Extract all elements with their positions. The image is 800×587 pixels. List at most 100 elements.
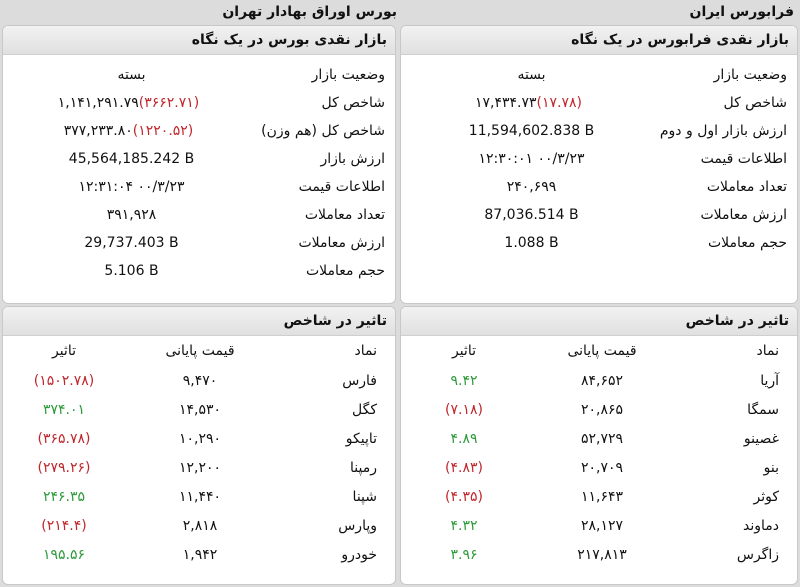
symbol-cell: فارس xyxy=(342,372,377,389)
summary-value-text: ۱,۱۴۱,۲۹۱.۷۹ xyxy=(57,95,139,111)
summary-value: بسته xyxy=(401,67,622,83)
summary-row: شاخص کل ۱۷,۴۳۴.۷۳(۱۷.۷۸) xyxy=(401,89,797,117)
effect-cell: (۴.۳۵) xyxy=(445,488,483,505)
table-row: فارس ۹,۴۷۰ (۱۵۰۲.۷۸) xyxy=(3,366,395,395)
farabourse-market-panel: بازار نقدی فرابورس در یک نگاه وضعیت بازا… xyxy=(400,25,798,304)
farabourse-market-rows: وضعیت بازار بسته شاخص کل ۱۷,۴۳۴.۷۳(۱۷.۷۸) ار… xyxy=(401,55,797,257)
table-row: رمپنا ۱۲,۲۰۰ (۲۷۹.۲۶) xyxy=(3,453,395,482)
price-cell: ۱۰,۲۹۰ xyxy=(178,430,222,447)
effect-cell: ۳.۹۶ xyxy=(450,546,478,563)
summary-row: شاخص کل (هم وزن) ۳۷۷,۲۳۳.۸۰(۱۲۲۰.۵۲) xyxy=(3,117,395,145)
summary-value-text: ۱۷,۴۳۴.۷۳ xyxy=(475,95,537,111)
summary-value: 87,036.514 B xyxy=(401,207,622,223)
price-cell: ۲۱۷,۸۱۳ xyxy=(577,546,627,563)
summary-value-text: ۱۲:۳۱:۰۴ ۰۰/۳/۲۳ xyxy=(78,179,185,195)
symbol-cell: دماوند xyxy=(742,517,779,534)
table-row: غصینو ۵۲,۷۲۹ ۴.۸۹ xyxy=(401,424,797,453)
summary-value: بسته xyxy=(3,67,220,83)
price-cell: ۸۴,۶۵۲ xyxy=(580,372,624,389)
farabourse-impact-rows: آریا ۸۴,۶۵۲ ۹.۴۲ سمگا ۲۰,۸۶۵ (۷.۱۸) غصینو ۵۲,۷۲… xyxy=(401,366,797,569)
summary-value: 5.106 B xyxy=(3,263,220,279)
summary-value-text: 87,036.514 B xyxy=(484,207,579,223)
summary-label: تعداد معاملات xyxy=(706,179,787,195)
summary-row: ارزش معاملات 29,737.403 B xyxy=(3,229,395,257)
effect-cell: (۷.۱۸) xyxy=(445,401,483,418)
summary-label: شاخص کل xyxy=(321,95,385,111)
symbol-cell: تاپیکو xyxy=(345,430,377,447)
bourse-market-header: بازار نقدی بورس در یک نگاه xyxy=(3,26,395,55)
effect-cell: (۳۶۵.۷۸) xyxy=(37,430,91,447)
summary-value-text: ۳۹۱,۹۲۸ xyxy=(106,207,157,223)
table-row: کوثر ۱۱,۶۴۳ (۴.۳۵) xyxy=(401,482,797,511)
price-cell: ۱۴,۵۳۰ xyxy=(178,401,222,418)
summary-row: وضعیت بازار بسته xyxy=(401,61,797,89)
bourse-impact-columns: نماد قیمت پایانی تاثیر xyxy=(3,336,395,366)
price-cell: ۱,۹۴۲ xyxy=(182,546,218,563)
column-price: قیمت پایانی xyxy=(165,343,235,359)
summary-value: ۱,۱۴۱,۲۹۱.۷۹(۳۶۶۲.۷۱) xyxy=(3,95,220,111)
effect-cell: (۱۵۰۲.۷۸) xyxy=(33,372,95,389)
summary-value: 11,594,602.838 B xyxy=(401,123,622,139)
bourse-market-rows: وضعیت بازار بسته شاخص کل ۱,۱۴۱,۲۹۱.۷۹(۳۶۶۲.… xyxy=(3,55,395,285)
summary-value: ۲۴۰,۶۹۹ xyxy=(401,179,622,195)
price-cell: ۱۲,۲۰۰ xyxy=(178,459,222,476)
summary-row: ارزش بازار 45,564,185.242 B xyxy=(3,145,395,173)
summary-row: ارزش معاملات 87,036.514 B xyxy=(401,201,797,229)
bourse-impact-panel: تاثیر در شاخص نماد قیمت پایانی تاثیر فار… xyxy=(2,306,396,585)
summary-value-text: 29,737.403 B xyxy=(84,235,179,251)
symbol-cell: شپنا xyxy=(352,488,377,505)
column-effect: تاثیر xyxy=(451,343,476,359)
farabourse-market-header: بازار نقدی فرابورس در یک نگاه xyxy=(401,26,797,55)
effect-cell: (۲۷۹.۲۶) xyxy=(37,459,91,476)
column-symbol: نماد xyxy=(354,343,378,359)
effect-cell: ۱۹۵.۵۶ xyxy=(42,546,86,563)
effect-cell: ۴.۳۲ xyxy=(450,517,478,534)
summary-value-text: 5.106 B xyxy=(104,263,159,279)
price-cell: ۲۸,۱۲۷ xyxy=(580,517,624,534)
symbol-cell: آریا xyxy=(760,372,779,389)
summary-value: ۳۷۷,۲۳۳.۸۰(۱۲۲۰.۵۲) xyxy=(3,123,220,139)
effect-cell: (۲۱۴.۴) xyxy=(41,517,87,534)
summary-value-text: ۲۴۰,۶۹۹ xyxy=(506,179,557,195)
summary-value-text: 45,564,185.242 B xyxy=(68,151,195,167)
symbol-cell: زاگرس xyxy=(736,546,779,563)
price-cell: ۲,۸۱۸ xyxy=(182,517,218,534)
effect-cell: ۲۴۶.۳۵ xyxy=(42,488,86,505)
effect-cell: ۴.۸۹ xyxy=(450,430,478,447)
column-effect: تاثیر xyxy=(51,343,76,359)
bourse-impact-header: تاثیر در شاخص xyxy=(3,307,395,336)
effect-cell: ۹.۴۲ xyxy=(450,372,478,389)
farabourse-impact-columns: نماد قیمت پایانی تاثیر xyxy=(401,336,797,366)
summary-label: شاخص کل (هم وزن) xyxy=(261,123,385,139)
summary-label: ارزش معاملات xyxy=(298,235,385,251)
bourse-impact-rows: فارس ۹,۴۷۰ (۱۵۰۲.۷۸) کگل ۱۴,۵۳۰ ۳۷۴.۰۱ تاپیکو ۱… xyxy=(3,366,395,569)
table-row: شپنا ۱۱,۴۴۰ ۲۴۶.۳۵ xyxy=(3,482,395,511)
price-cell: ۲۰,۸۶۵ xyxy=(580,401,624,418)
summary-row: حجم معاملات 1.088 B xyxy=(401,229,797,257)
summary-row: حجم معاملات 5.106 B xyxy=(3,257,395,285)
table-row: سمگا ۲۰,۸۶۵ (۷.۱۸) xyxy=(401,395,797,424)
summary-label: حجم معاملات xyxy=(707,235,787,251)
symbol-cell: غصینو xyxy=(743,430,779,447)
summary-value-text: بسته xyxy=(517,67,546,83)
summary-label: اطلاعات قیمت xyxy=(700,151,787,167)
summary-row: اطلاعات قیمت ۱۲:۳۱:۰۴ ۰۰/۳/۲۳ xyxy=(3,173,395,201)
summary-row: شاخص کل ۱,۱۴۱,۲۹۱.۷۹(۳۶۶۲.۷۱) xyxy=(3,89,395,117)
symbol-cell: کگل xyxy=(352,401,377,418)
summary-row: اطلاعات قیمت ۱۲:۳۰:۰۱ ۰۰/۳/۲۳ xyxy=(401,145,797,173)
summary-value-text: ۳۷۷,۲۳۳.۸۰ xyxy=(63,123,133,139)
summary-value: ۱۷,۴۳۴.۷۳(۱۷.۷۸) xyxy=(401,95,622,111)
table-row: خودرو ۱,۹۴۲ ۱۹۵.۵۶ xyxy=(3,540,395,569)
summary-row: ارزش بازار اول و دوم 11,594,602.838 B xyxy=(401,117,797,145)
symbol-cell: خودرو xyxy=(341,546,377,563)
farabourse-impact-panel: تاثیر در شاخص نماد قیمت پایانی تاثیر آری… xyxy=(400,306,798,585)
summary-label: شاخص کل xyxy=(723,95,787,111)
summary-label: وضعیت بازار xyxy=(311,67,385,83)
symbol-cell: وپارس xyxy=(338,517,377,534)
summary-value: ۳۹۱,۹۲۸ xyxy=(3,207,220,223)
table-row: زاگرس ۲۱۷,۸۱۳ ۳.۹۶ xyxy=(401,540,797,569)
column-price: قیمت پایانی xyxy=(567,343,637,359)
bourse-column-title: بورس اوراق بهادار تهران xyxy=(222,4,397,20)
table-row: وپارس ۲,۸۱۸ (۲۱۴.۴) xyxy=(3,511,395,540)
price-cell: ۱۱,۶۴۳ xyxy=(580,488,624,505)
